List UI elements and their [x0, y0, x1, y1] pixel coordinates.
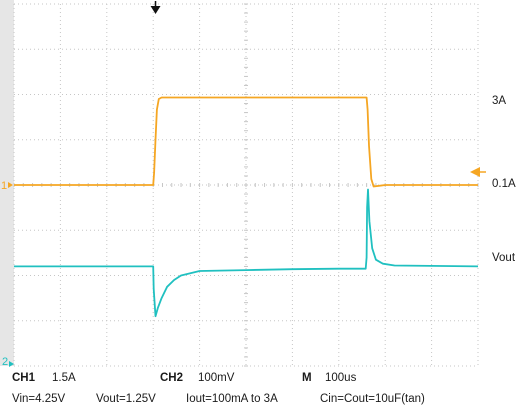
timebase-label: M: [302, 372, 312, 384]
markers: 12: [1, 1, 486, 368]
trigger-position-arrow: [150, 6, 161, 14]
label-vout: Vout: [492, 252, 516, 264]
trigger-level-arrow: [470, 167, 480, 177]
caption-vout: Vout=1.25V: [96, 393, 156, 405]
ch2-scale: 100mV: [198, 372, 235, 384]
ch2-label: CH2: [160, 372, 184, 384]
trace-ch1: [14, 96, 478, 188]
label-3a: 3A: [492, 95, 507, 107]
ch1-label: CH1: [12, 372, 36, 384]
ch1-ground-marker: 1: [1, 180, 7, 192]
timebase-scale: 100us: [325, 372, 357, 384]
trace-ch2: [14, 188, 479, 318]
caption-cin: Cin=Cout=10uF(tan): [320, 393, 425, 405]
ch2-ground-marker: 2: [2, 356, 8, 368]
ch1-ground-arrow: [8, 182, 13, 188]
ch1-scale: 1.5A: [52, 372, 76, 384]
caption-iout: Iout=100mA to 3A: [186, 393, 278, 405]
caption-vin: Vin=4.25V: [12, 393, 66, 405]
traces: [14, 96, 479, 318]
left-margin-bar: [0, 0, 14, 366]
label-0-1a: 0.1A: [492, 178, 516, 190]
ch2-ground-arrow: [9, 361, 14, 367]
